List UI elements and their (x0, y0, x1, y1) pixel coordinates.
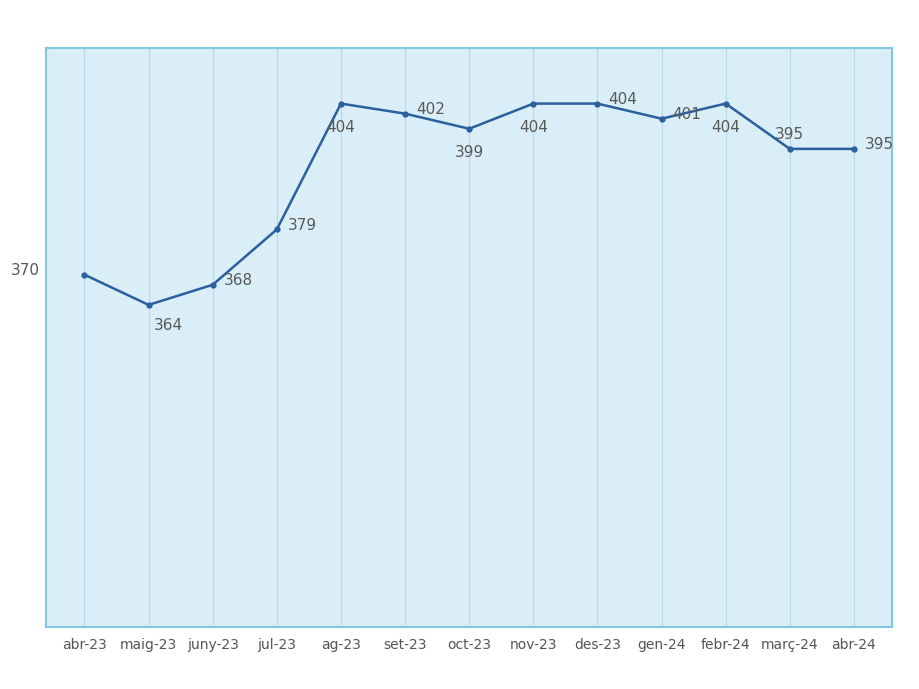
Text: 404: 404 (607, 92, 637, 107)
Text: 404: 404 (326, 120, 355, 135)
Text: 395: 395 (864, 137, 893, 152)
Text: 368: 368 (223, 273, 253, 288)
Text: 401: 401 (672, 107, 701, 122)
Text: 402: 402 (415, 102, 445, 117)
Text: 364: 364 (154, 318, 183, 333)
Text: 404: 404 (710, 120, 739, 135)
Text: 404: 404 (518, 120, 547, 135)
Text: 399: 399 (454, 145, 483, 160)
Text: 395: 395 (775, 127, 803, 143)
Text: 370: 370 (11, 263, 40, 278)
Text: 379: 379 (288, 218, 317, 233)
